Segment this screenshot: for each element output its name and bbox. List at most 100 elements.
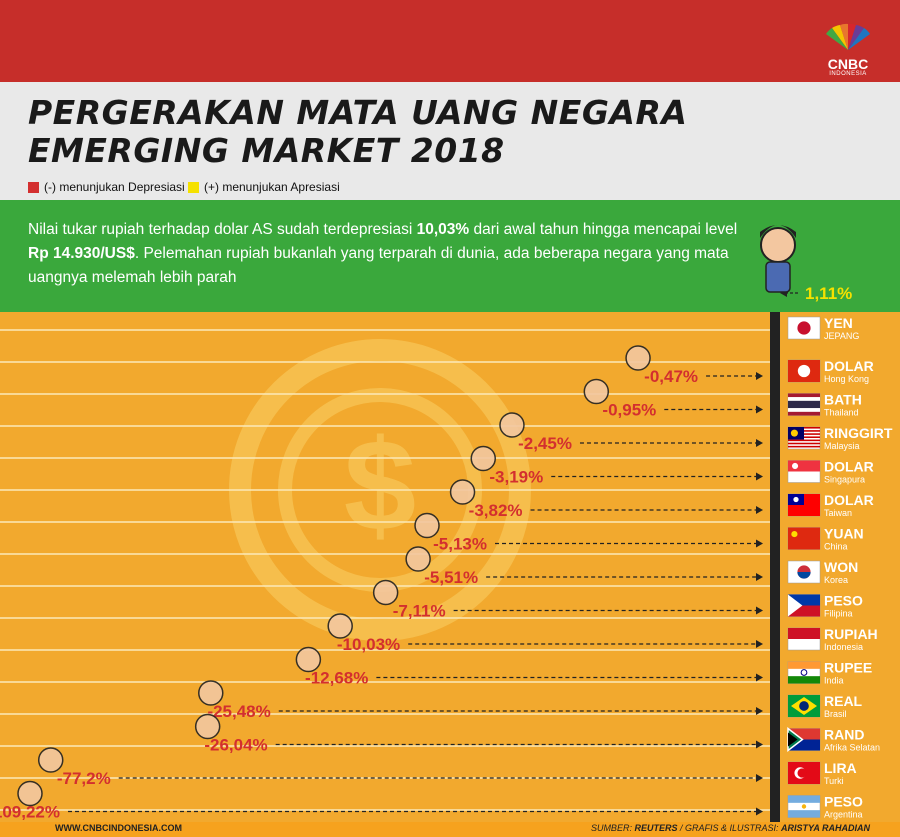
country-name: Thailand <box>824 408 859 418</box>
arrow-head-icon <box>756 707 763 715</box>
value-label: -10,03% <box>337 635 400 654</box>
arrow-head-icon <box>756 673 763 682</box>
korea-flag <box>787 560 821 584</box>
legend-appreciation: (+) menunjukan Apresiasi <box>188 180 340 194</box>
legend-label: (+) menunjukan Apresiasi <box>204 180 340 194</box>
value-label: -109,22% <box>0 803 60 822</box>
runner-figure <box>414 512 440 539</box>
currency-name: YUAN <box>824 526 864 542</box>
arrow-head-icon <box>756 807 763 816</box>
value-label: -12,68% <box>305 669 368 688</box>
argentina-flag <box>787 795 821 818</box>
value-label: -26,04% <box>204 736 267 755</box>
leading-runner <box>760 225 796 293</box>
indonesia-flag <box>787 627 821 651</box>
turkey-flag <box>787 761 821 785</box>
value-label: -3,82% <box>469 501 523 520</box>
currency-name: DOLAR <box>824 358 874 374</box>
title-band <box>0 82 900 200</box>
arrow-head-icon <box>756 573 763 581</box>
country-name: Malaysia <box>824 441 860 451</box>
runner-figure <box>583 378 610 405</box>
country-name: Singapura <box>824 475 865 485</box>
arrow-head-icon <box>756 439 763 447</box>
legend-label: (-) menunjukan Depresiasi <box>44 180 185 194</box>
stadium-seats-banner <box>0 0 900 82</box>
arrow-head-icon <box>756 405 763 414</box>
value-label: -3,19% <box>489 468 543 487</box>
currency-name: RAND <box>824 727 864 743</box>
currency-name: LIRA <box>824 760 857 776</box>
country-name: Korea <box>824 575 848 585</box>
arrow-head-icon <box>756 539 763 548</box>
runner-figure <box>449 479 476 505</box>
country-name: Hong Kong <box>824 374 869 384</box>
country-name: Taiwan <box>824 508 852 518</box>
arrow-head-icon <box>756 372 763 380</box>
country-name: Indonesia <box>824 642 863 652</box>
value-label: 1,11% <box>805 284 852 303</box>
currency-name: YEN <box>824 315 853 331</box>
arrow-head-icon <box>756 606 763 615</box>
arrow-head-icon <box>756 506 763 514</box>
title-line-1: PERGERAKAN MATA UANG NEGARA <box>28 93 688 132</box>
value-label: -0,47% <box>644 367 698 386</box>
brand-sub: INDONESIA <box>829 71 867 77</box>
runner-figure <box>295 646 322 673</box>
currency-name: PESO <box>824 593 863 609</box>
currency-name: WON <box>824 559 858 575</box>
page-title: PERGERAKAN MATA UANG NEGARA EMERGING MAR… <box>28 94 687 170</box>
currency-name: RUPEE <box>824 660 872 676</box>
value-label: -5,13% <box>433 535 487 554</box>
value-label: -5,51% <box>424 568 478 587</box>
currency-name: DOLAR <box>824 492 874 508</box>
currency-name: PESO <box>824 794 863 810</box>
legend-swatch-red <box>28 181 39 193</box>
arrow-head-icon <box>756 472 763 481</box>
cnbc-logo: CNBC INDONESIA <box>818 22 878 77</box>
country-name: Filipina <box>824 609 853 619</box>
thailand-flag <box>787 393 821 416</box>
taiwan-flag <box>787 493 821 517</box>
runner-figure <box>499 412 525 438</box>
currency-name: RINGGIRT <box>824 425 893 441</box>
value-label: -77,2% <box>57 769 111 788</box>
country-name: Afrika Selatan <box>824 743 880 753</box>
country-name: JEPANG <box>824 331 859 341</box>
peacock-icon <box>826 23 870 50</box>
footer-credit: SUMBER: REUTERS / GRAFIS & ILUSTRASI: AR… <box>590 823 870 833</box>
runner-figure <box>405 546 431 572</box>
country-name: China <box>824 542 848 552</box>
intro-text: Nilai tukar rupiah terhadap dolar AS sud… <box>28 221 738 286</box>
japan-flag <box>787 316 821 340</box>
country-name: Brasil <box>824 709 847 719</box>
value-label: -25,48% <box>207 702 270 721</box>
arrow-head-icon <box>756 640 763 648</box>
hong-kong-flag <box>787 359 821 383</box>
currency-name: RUPIAH <box>824 626 878 642</box>
malaysia-flag <box>787 426 821 450</box>
legend-swatch-yellow <box>188 181 199 193</box>
country-name: Turki <box>824 776 844 786</box>
south-africa-flag <box>787 726 821 753</box>
arrow-head-icon <box>756 774 763 782</box>
arrow-head-icon <box>756 740 763 749</box>
value-label: -2,45% <box>518 434 572 453</box>
currency-name: DOLAR <box>824 459 874 475</box>
runner-figure <box>194 713 221 740</box>
footer-website: WWW.CNBCINDONESIA.COM <box>55 823 182 833</box>
dollar-sign-icon: $ <box>344 412 416 558</box>
